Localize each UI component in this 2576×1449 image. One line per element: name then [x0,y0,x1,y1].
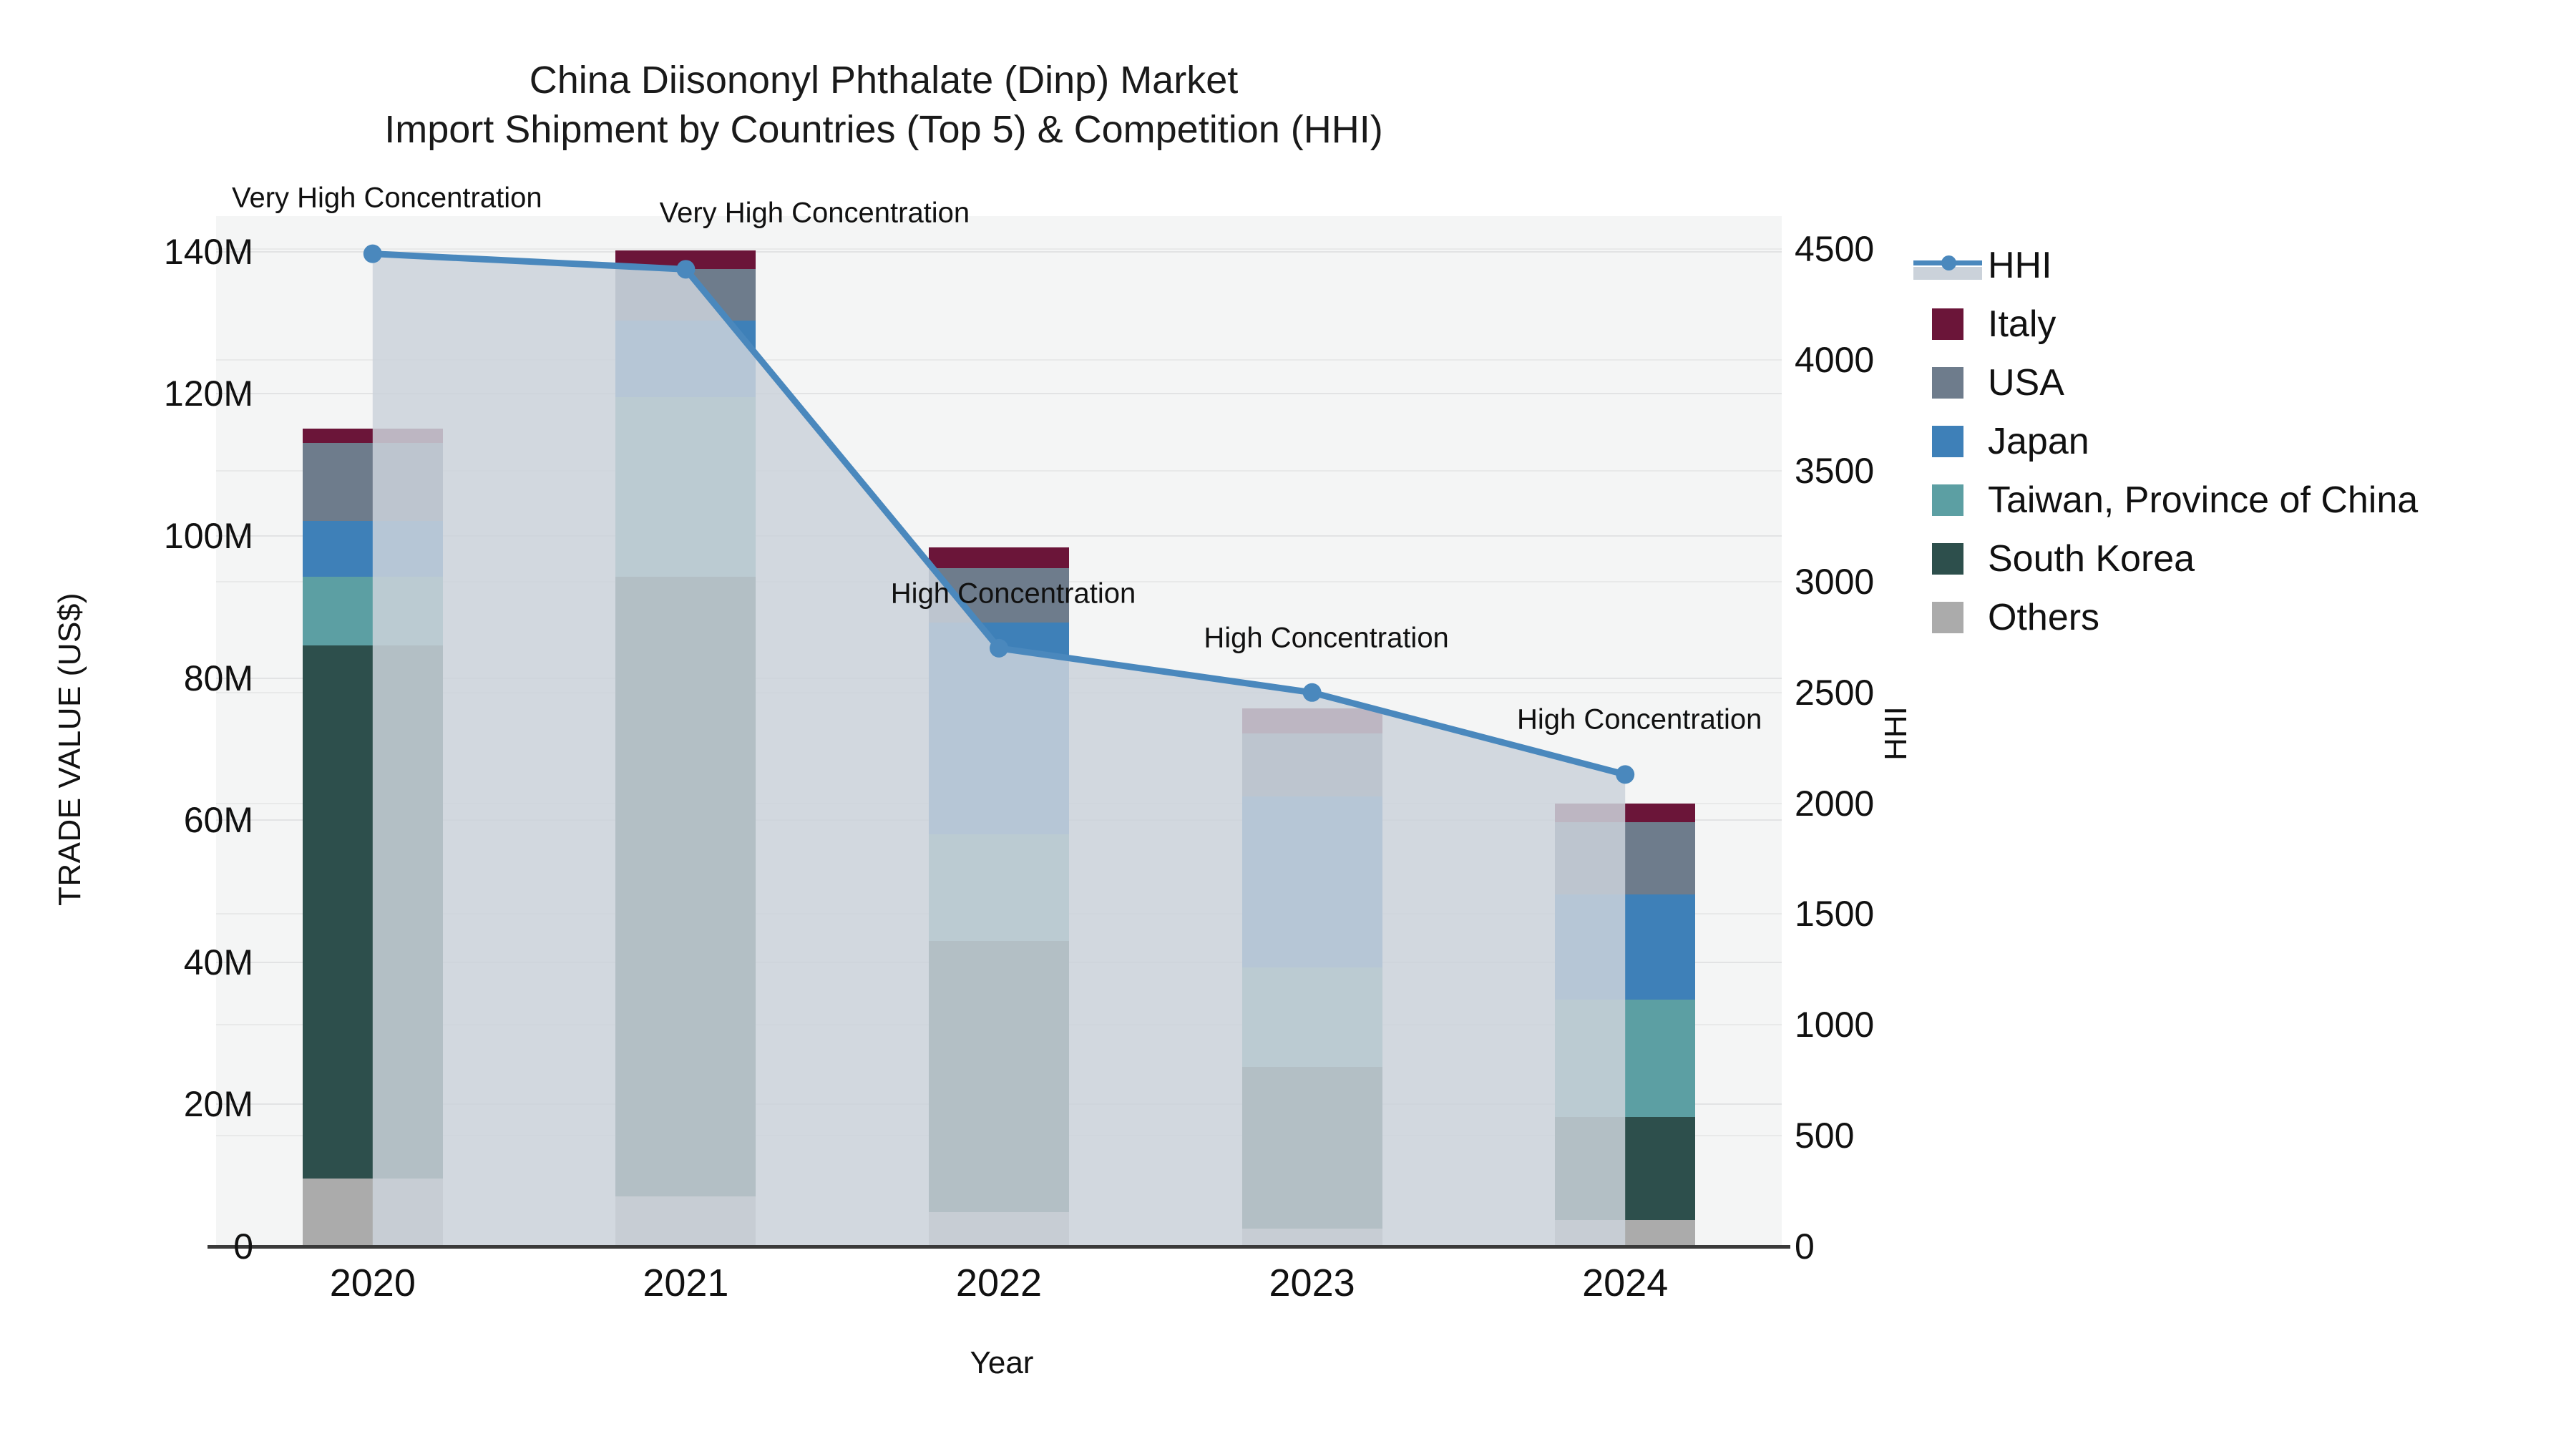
y-tick-right: 1500 [1795,894,1875,935]
legend-item-taiwan-province-of-china[interactable]: Taiwan, Province of China [1932,471,2562,530]
y-tick-right: 2000 [1795,783,1875,824]
y-axis-right-label: HHI [1878,706,1913,761]
y-tick-right: 500 [1795,1116,1855,1156]
legend-label: USA [1988,362,2064,404]
hhi-marker-2021[interactable] [676,260,696,279]
hhi-line-swatch [1913,250,1982,281]
page-title: China Diisononyl Phthalate (Dinp) Market… [0,56,1767,155]
gridline [216,359,1782,361]
annotation-2023: High Concentration [1204,622,1449,654]
gridline [216,393,1782,395]
legend-label: Others [1988,597,2100,638]
y-tick-right: 3500 [1795,451,1875,492]
legend-label: HHI [1988,245,2052,286]
legend-item-italy[interactable]: Italy [1932,295,2562,353]
legend-item-japan[interactable]: Japan [1932,412,2562,471]
x-tick-2024: 2024 [1582,1262,1669,1304]
y-tick-left: 60M [183,800,253,841]
legend-swatch [1932,308,1963,340]
legend-item-usa[interactable]: USA [1932,353,2562,412]
annotation-2024: High Concentration [1516,703,1762,736]
x-tick-2020: 2020 [329,1262,416,1304]
hhi-marker-2023[interactable] [1302,683,1322,702]
y-tick-right: 4500 [1795,229,1875,270]
hhi-marker-2024[interactable] [1616,765,1635,784]
legend-label: Taiwan, Province of China [1988,479,2419,521]
legend-swatch [1932,543,1963,575]
hhi-marker-2022[interactable] [990,638,1008,658]
bar-segment[interactable] [929,547,1069,568]
gridline [216,535,1782,537]
y-tick-left: 140M [163,231,253,272]
gridline [216,248,1782,250]
legend-item-hhi[interactable]: HHI [1913,236,2562,295]
hhi-marker-2020[interactable] [363,244,382,263]
legend-label: Italy [1988,303,2057,345]
plot-area: Very High Concentration Very High Concent… [216,182,1782,1247]
legend-item-south-korea[interactable]: South Korea [1932,530,2562,588]
x-tick-2021: 2021 [643,1262,729,1304]
y-tick-right: 2500 [1795,672,1875,713]
y-tick-right: 3000 [1795,561,1875,602]
y-tick-left: 120M [163,374,253,414]
legend-swatch [1932,484,1963,516]
chart-title-line2: Import Shipment by Countries (Top 5) & C… [384,108,1383,152]
y-tick-left: 40M [183,942,253,982]
x-axis-line [208,1245,1790,1249]
annotation-2020: Very High Concentration [232,182,542,214]
y-tick-left: 80M [183,658,253,698]
hhi-band-area [372,253,1626,1247]
hhi-line-series [363,244,1635,1247]
x-tick-2023: 2023 [1269,1262,1355,1304]
x-tick-2022: 2022 [955,1262,1043,1304]
legend-item-others[interactable]: Others [1932,588,2562,647]
legend-swatch [1932,367,1963,399]
y-tick-right: 0 [1795,1226,1815,1267]
legend-swatch [1932,602,1963,633]
legend-label: South Korea [1988,538,2195,580]
y-tick-left: 20M [183,1084,253,1125]
legend-label: Japan [1988,421,2089,462]
hhi-markers [363,244,1635,784]
chart-title-line1: China Diisononyl Phthalate (Dinp) Market [529,59,1239,102]
y-tick-left: 0 [233,1226,253,1267]
legend-swatch [1932,426,1963,457]
y-tick-right: 1000 [1795,1005,1875,1045]
y-tick-right: 4000 [1795,340,1875,381]
x-axis-label: Year [970,1345,1034,1380]
y-axis-left-label: TRADE VALUE (US$) [52,592,87,906]
legend: HHI Italy USA Japan Taiwan, Province of Chin… [1913,236,2562,647]
annotation-2021: Very High Concentration [659,197,970,229]
y-tick-left: 100M [163,515,253,556]
gridline [216,470,1782,472]
gridline [216,250,1782,253]
annotation-2022: High Concentration [890,577,1136,610]
